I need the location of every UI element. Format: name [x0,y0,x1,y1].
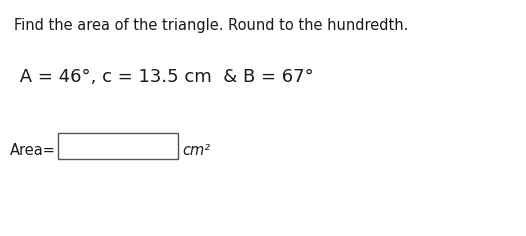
Text: Find the area of the triangle. Round to the hundredth.: Find the area of the triangle. Round to … [14,18,408,33]
Text: Area=: Area= [10,143,56,158]
Bar [58,133,178,159]
Text: cm²: cm² [182,143,210,158]
Text: A = 46°, c = 13.5 cm  & B = 67°: A = 46°, c = 13.5 cm & B = 67° [14,68,313,86]
